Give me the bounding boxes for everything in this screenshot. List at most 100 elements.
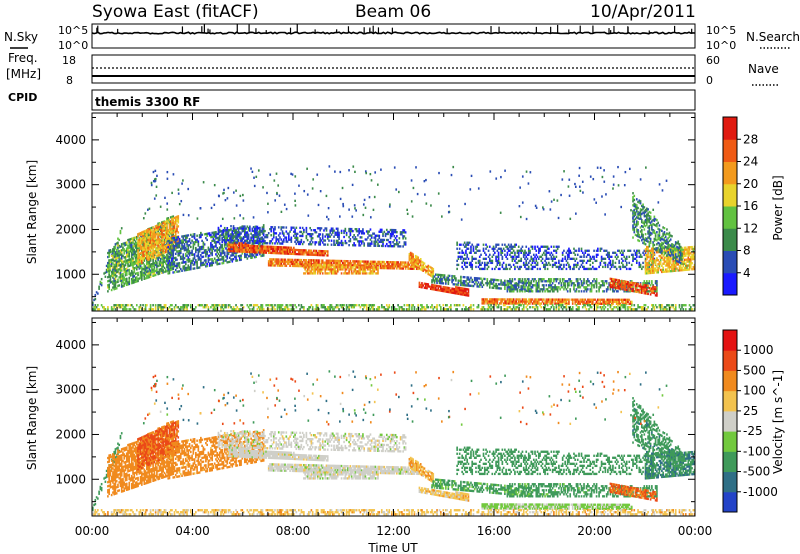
power-cell bbox=[321, 268, 324, 271]
power-cell bbox=[198, 234, 201, 237]
power-cell bbox=[110, 280, 113, 284]
power-cell bbox=[527, 282, 530, 285]
power-cell bbox=[92, 303, 94, 306]
power-cell bbox=[130, 273, 133, 277]
power-cell bbox=[172, 263, 175, 266]
power-cell bbox=[448, 278, 451, 282]
power-cell bbox=[173, 236, 176, 240]
power-cell bbox=[188, 258, 191, 261]
power-cell bbox=[137, 243, 139, 246]
power-cell bbox=[233, 239, 236, 242]
power-cell bbox=[197, 252, 200, 255]
power-cell bbox=[230, 241, 232, 244]
power-cell bbox=[196, 254, 198, 258]
power-cell bbox=[251, 256, 254, 259]
power-cell bbox=[113, 269, 116, 273]
power-cell bbox=[153, 262, 156, 265]
power-cell bbox=[191, 235, 193, 238]
power-cell bbox=[579, 302, 582, 305]
power-cell bbox=[117, 247, 119, 250]
power-cell bbox=[163, 221, 166, 224]
power-cell bbox=[112, 270, 114, 273]
power-cell bbox=[478, 259, 481, 263]
power-cell bbox=[656, 284, 658, 287]
power-cell bbox=[404, 231, 407, 234]
power-cell bbox=[134, 250, 137, 253]
power-cell bbox=[226, 251, 229, 254]
power-cell bbox=[222, 257, 225, 261]
power-cell bbox=[226, 231, 229, 234]
power-cell bbox=[247, 235, 250, 238]
power-cell bbox=[257, 227, 260, 230]
power-cell bbox=[186, 248, 188, 251]
power-cell bbox=[232, 225, 235, 228]
power-cell bbox=[127, 249, 129, 252]
power-cell bbox=[169, 253, 172, 256]
power-cell bbox=[105, 264, 108, 268]
power-cell bbox=[222, 228, 225, 232]
power-cell bbox=[225, 231, 227, 234]
power-cell bbox=[157, 246, 159, 249]
power-cell bbox=[177, 264, 180, 267]
power-cell bbox=[108, 271, 110, 274]
power-cell bbox=[151, 265, 153, 268]
power-cell bbox=[559, 280, 561, 283]
power-cell bbox=[162, 261, 165, 264]
power-cell bbox=[481, 281, 484, 284]
power-cell bbox=[230, 245, 232, 249]
power-cell bbox=[158, 264, 161, 267]
power-cell bbox=[521, 288, 524, 291]
power-cell bbox=[123, 278, 126, 281]
power-cell bbox=[238, 258, 241, 262]
power-cell bbox=[200, 258, 202, 261]
power-cell bbox=[260, 249, 262, 252]
power-cell bbox=[168, 245, 171, 248]
power-cell bbox=[512, 298, 515, 301]
power-cell bbox=[128, 270, 131, 274]
power-cell bbox=[271, 238, 274, 241]
power-cell bbox=[125, 241, 128, 244]
power-cell bbox=[146, 251, 148, 254]
power-cell bbox=[177, 270, 180, 273]
power-cell bbox=[340, 229, 343, 233]
power-cell bbox=[235, 244, 237, 247]
power-cell bbox=[205, 236, 207, 240]
power-cell bbox=[177, 246, 180, 249]
power-cell bbox=[364, 268, 367, 271]
power-cell bbox=[135, 278, 138, 281]
power-cell bbox=[171, 265, 173, 268]
power-cell bbox=[164, 220, 167, 224]
power-cell bbox=[222, 259, 225, 263]
power-cell bbox=[549, 290, 551, 293]
power-cell bbox=[349, 239, 352, 243]
power-cell bbox=[148, 273, 151, 277]
power-cell bbox=[462, 243, 465, 246]
power-cell bbox=[152, 232, 154, 235]
power-cell bbox=[152, 230, 154, 233]
power-cell bbox=[321, 241, 324, 244]
power-cell bbox=[143, 238, 146, 241]
power-cell bbox=[467, 294, 470, 297]
power-cell bbox=[384, 262, 387, 266]
power-cell bbox=[113, 281, 116, 285]
power-cell bbox=[500, 253, 502, 256]
power-cell bbox=[501, 300, 504, 303]
power-cell bbox=[595, 290, 598, 293]
power-cell bbox=[529, 290, 531, 293]
power-cell bbox=[240, 254, 242, 257]
power-cell bbox=[249, 225, 251, 228]
power-cell bbox=[235, 251, 237, 254]
power-cell bbox=[485, 247, 487, 250]
power-cell bbox=[156, 232, 158, 236]
power-cell bbox=[148, 265, 151, 269]
power-cell bbox=[134, 256, 137, 259]
power-cell bbox=[264, 239, 266, 243]
power-cell bbox=[398, 237, 401, 240]
power-cell bbox=[216, 250, 219, 254]
power-cell bbox=[125, 267, 128, 270]
power-cell bbox=[287, 232, 290, 235]
power-cell bbox=[192, 243, 195, 246]
power-cell bbox=[497, 243, 500, 246]
power-cell bbox=[128, 260, 131, 263]
power-cell bbox=[244, 229, 246, 232]
